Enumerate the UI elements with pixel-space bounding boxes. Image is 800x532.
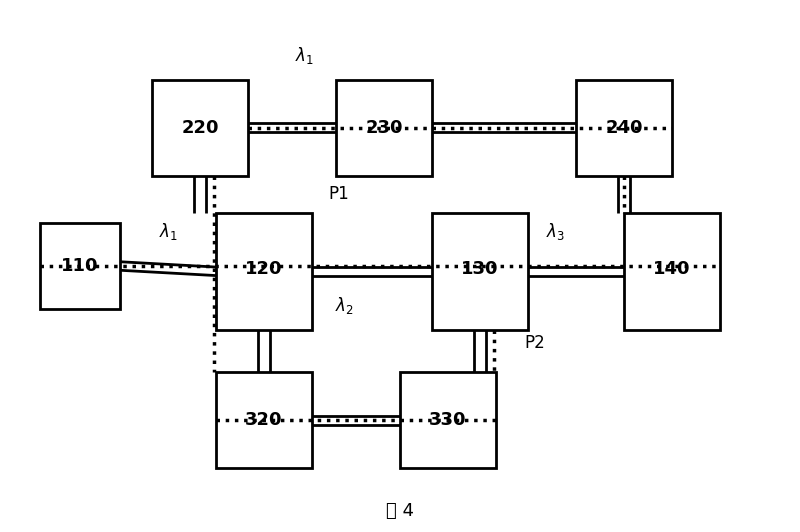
Text: $\lambda_1$: $\lambda_1$ bbox=[294, 45, 314, 66]
Text: 110: 110 bbox=[62, 257, 98, 275]
Text: $\lambda_2$: $\lambda_2$ bbox=[334, 295, 354, 317]
Text: P2: P2 bbox=[524, 334, 545, 352]
Text: P1: P1 bbox=[328, 185, 349, 203]
FancyBboxPatch shape bbox=[40, 223, 120, 309]
Text: 240: 240 bbox=[606, 119, 642, 137]
FancyBboxPatch shape bbox=[336, 80, 432, 176]
Text: 140: 140 bbox=[654, 260, 690, 278]
FancyBboxPatch shape bbox=[216, 213, 312, 330]
Text: 330: 330 bbox=[430, 411, 466, 429]
Text: 220: 220 bbox=[182, 119, 218, 137]
Text: 320: 320 bbox=[246, 411, 282, 429]
Text: 120: 120 bbox=[246, 260, 282, 278]
Text: 130: 130 bbox=[462, 260, 498, 278]
Text: 230: 230 bbox=[366, 119, 402, 137]
Text: 图 4: 图 4 bbox=[386, 502, 414, 520]
FancyBboxPatch shape bbox=[624, 213, 720, 330]
FancyBboxPatch shape bbox=[152, 80, 248, 176]
Text: $\lambda_3$: $\lambda_3$ bbox=[546, 221, 566, 242]
FancyBboxPatch shape bbox=[432, 213, 528, 330]
FancyBboxPatch shape bbox=[216, 372, 312, 468]
Text: $\lambda_1$: $\lambda_1$ bbox=[158, 221, 178, 242]
FancyBboxPatch shape bbox=[400, 372, 496, 468]
FancyBboxPatch shape bbox=[576, 80, 672, 176]
